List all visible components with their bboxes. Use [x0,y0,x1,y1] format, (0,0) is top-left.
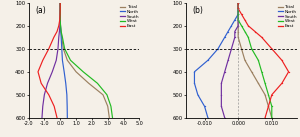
Legend: Total, North, South, West, East: Total, North, South, West, East [276,3,299,30]
Text: (b): (b) [193,6,204,15]
Text: (a): (a) [35,6,46,15]
Legend: Total, North, South, West, East: Total, North, South, West, East [118,3,141,30]
